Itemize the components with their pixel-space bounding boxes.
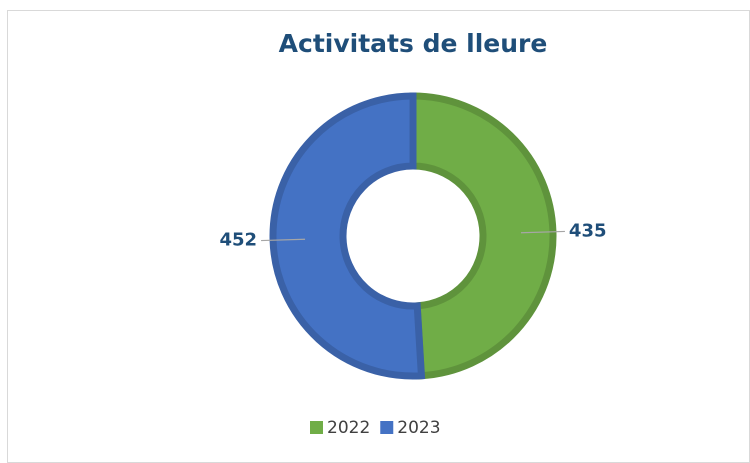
- donut-segment: [269, 92, 426, 380]
- leader-line: [261, 238, 306, 242]
- data-label: 452: [219, 230, 257, 251]
- legend-label: 2023: [397, 418, 440, 438]
- legend-label: 2022: [327, 418, 370, 438]
- data-label: 435: [569, 220, 607, 241]
- chart-title: Activitats de lleure: [279, 29, 548, 58]
- leader-line: [520, 230, 565, 234]
- legend-swatch: [380, 421, 394, 434]
- legend-swatch: [310, 421, 323, 434]
- chart-frame: [7, 10, 750, 463]
- donut-segment: [409, 92, 557, 380]
